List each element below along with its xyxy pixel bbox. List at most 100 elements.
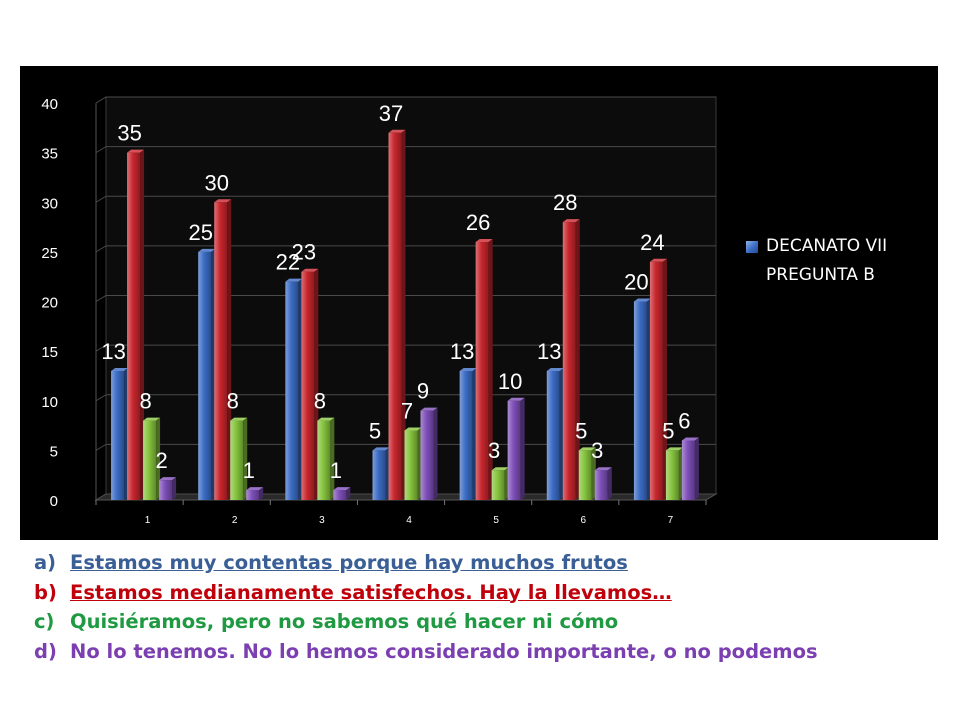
bar-top — [285, 278, 303, 282]
data-label: 13 — [450, 339, 474, 364]
answer-text: Estamos medianamente satisfechos. Hay la… — [70, 580, 672, 604]
bar — [459, 370, 473, 500]
data-label: 3 — [591, 438, 603, 463]
y-tick-label: 40 — [41, 96, 58, 113]
bar-top — [198, 248, 216, 252]
y-tick-label: 10 — [41, 394, 58, 411]
bar — [594, 470, 608, 500]
bar — [159, 480, 173, 500]
answer-letter: d) — [34, 639, 57, 663]
y-tick-label: 5 — [50, 443, 58, 460]
data-label: 23 — [292, 240, 316, 265]
x-tick-label: 6 — [581, 515, 587, 526]
bar-top — [491, 467, 509, 471]
answer-a: a) Estamos muy contentas porque hay much… — [34, 548, 934, 578]
y-tick-label: 35 — [41, 146, 58, 163]
bar-side — [433, 407, 438, 500]
bar — [404, 430, 418, 500]
data-label: 1 — [243, 458, 255, 483]
bar — [317, 420, 331, 500]
bar-top — [633, 298, 651, 302]
data-label: 8 — [314, 389, 326, 414]
bar-top — [404, 427, 422, 431]
data-label: 7 — [401, 399, 413, 424]
answer-list: a) Estamos muy contentas porque hay much… — [34, 548, 934, 666]
data-label: 5 — [662, 418, 674, 443]
data-label: 30 — [204, 170, 228, 195]
bar-side — [401, 129, 406, 500]
data-label: 1 — [330, 458, 342, 483]
bar — [388, 132, 402, 500]
data-label: 5 — [369, 418, 381, 443]
data-label: 8 — [139, 389, 151, 414]
answer-c: c) Quisiéramos, pero no sabemos qué hace… — [34, 607, 934, 637]
bar — [491, 470, 505, 500]
bar — [246, 490, 260, 500]
bar-chart: 0510152025303540133582125308122223813537… — [41, 96, 718, 526]
bar — [546, 370, 560, 500]
bar-top — [507, 397, 525, 401]
y-tick-label: 20 — [41, 295, 58, 312]
bar — [301, 271, 315, 500]
bar-top — [665, 447, 683, 451]
y-tick-label: 30 — [41, 195, 58, 212]
bar-top — [143, 417, 161, 421]
gridline — [95, 96, 716, 104]
data-label: 9 — [417, 379, 429, 404]
answer-text: Estamos muy contentas porque hay muchos … — [70, 551, 628, 574]
bar-top — [594, 467, 612, 471]
y-tick-label: 0 — [50, 493, 58, 510]
x-tick-label: 4 — [406, 515, 412, 526]
data-label: 13 — [101, 339, 125, 364]
data-label: 25 — [188, 220, 212, 245]
bar-side — [607, 467, 612, 500]
bar-top — [246, 487, 264, 491]
legend-swatch — [746, 241, 758, 253]
answer-letter: a) — [34, 551, 57, 574]
bar — [111, 370, 125, 500]
gridline — [95, 344, 716, 352]
bar — [633, 301, 647, 500]
bar — [507, 400, 521, 500]
bar-side — [156, 417, 161, 500]
gridline — [95, 394, 716, 402]
bar-top — [333, 487, 351, 491]
x-tick-label: 7 — [668, 515, 674, 526]
bar — [372, 450, 386, 500]
data-label: 5 — [575, 418, 587, 443]
bar-top — [301, 268, 319, 272]
data-label: 24 — [640, 230, 664, 255]
answer-text: No lo tenemos. No lo hemos considerado i… — [70, 639, 818, 663]
gridline — [95, 195, 716, 203]
bar — [420, 410, 434, 500]
answer-b: b) Estamos medianamente satisfechos. Hay… — [34, 578, 934, 608]
data-label: 10 — [498, 369, 522, 394]
data-label: 22 — [276, 250, 300, 275]
answer-d: d) No lo tenemos. No lo hemos considerad… — [34, 637, 934, 667]
gridline — [95, 146, 716, 154]
y-tick-label: 25 — [41, 245, 58, 262]
bar-top — [317, 417, 335, 421]
data-label: 13 — [537, 339, 561, 364]
chart-panel: 0 5 10 15 20 25 30 35 40 13 35 8 2 1 25 30 8 1 2 22 23 8 1 3 5 37… — [20, 66, 938, 540]
x-tick-label: 1 — [145, 515, 151, 526]
bar-side — [330, 417, 335, 500]
data-label: 8 — [227, 389, 239, 414]
bar-top — [578, 447, 596, 451]
bar-side — [346, 487, 351, 500]
bar-top — [562, 219, 580, 223]
x-tick-label: 2 — [232, 515, 238, 526]
bar-side — [259, 487, 264, 500]
bar — [285, 281, 299, 500]
bar — [562, 222, 576, 500]
data-label: 28 — [553, 190, 577, 215]
bar — [665, 450, 679, 500]
bar — [475, 241, 489, 500]
bar-top — [127, 149, 145, 153]
legend-label: DECANATO VII PREGUNTA B — [766, 236, 888, 285]
bar — [214, 202, 228, 500]
gridline — [95, 245, 716, 253]
bar-top — [649, 258, 667, 262]
bar-top — [388, 129, 406, 133]
bar-top — [475, 238, 493, 242]
